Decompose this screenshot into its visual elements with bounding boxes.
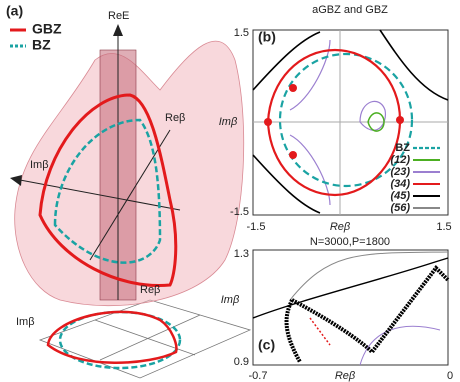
x-tick-label: -1.5 — [247, 221, 266, 233]
axis-label: Imβ — [16, 316, 35, 328]
y-axis-label: Imβ — [221, 294, 240, 306]
gbz-projection — [46, 310, 178, 364]
eigenvalue-points — [284, 264, 450, 363]
gbz-curve — [309, 317, 331, 346]
bz-projection — [58, 310, 182, 370]
panel-label: (b) — [258, 29, 276, 45]
arrow — [113, 24, 123, 36]
curve-45 — [379, 29, 449, 101]
legend-label: (23) — [390, 166, 410, 178]
re-axis — [89, 129, 171, 261]
gbz-loop — [38, 93, 178, 288]
marker — [264, 118, 272, 126]
x-tick-label: 1.5 — [436, 221, 451, 233]
panel-label: (a) — [6, 3, 23, 19]
legend-label: (45) — [390, 190, 410, 202]
curve-45 — [252, 154, 321, 214]
y-tick-label: 1.5 — [234, 27, 249, 39]
marker — [289, 84, 297, 92]
x-tick-label: -0.7 — [249, 370, 268, 382]
plot-frame — [252, 249, 449, 366]
legend-label: (56) — [390, 202, 410, 214]
y-tick-label: 0.9 — [234, 356, 249, 368]
axis-label: Imβ — [30, 159, 49, 171]
legend-label: (12) — [390, 154, 410, 166]
legend-label: GBZ — [32, 21, 62, 37]
x-axis-label: Reβ — [335, 370, 356, 382]
y-axis-label: Imβ — [219, 116, 238, 128]
panel-title: N=3000,P=1800 — [310, 236, 390, 248]
curve-23 — [289, 39, 331, 206]
y-tick-label: 1.3 — [234, 248, 249, 260]
marker — [289, 151, 297, 159]
marker — [396, 116, 404, 124]
x-tick-label: 0 — [447, 370, 453, 382]
curve-12 — [367, 112, 385, 132]
legend-label: BZ — [32, 37, 51, 53]
curve-23 — [359, 325, 441, 366]
legend-label: (34) — [390, 178, 410, 190]
curve-45 — [252, 31, 321, 91]
plane-grid — [94, 319, 196, 356]
y-tick-label: -1.5 — [230, 206, 249, 218]
axis-label: ReE — [108, 10, 129, 22]
arrow — [10, 175, 22, 186]
plane-grid — [99, 314, 201, 361]
panel-title: aGBZ and GBZ — [312, 4, 388, 16]
axis-label: Reβ — [140, 284, 160, 296]
panel-c: N=3000,P=1800 (c) 1.3 0.9 -0.7 0 Reβ Imβ — [221, 236, 453, 382]
curve-45 — [252, 257, 449, 319]
x-axis-label: Reβ — [330, 221, 351, 233]
panel-a: (a) GBZ BZ ReE Reβ Imβ Reβ Imβ — [6, 3, 252, 379]
curve-56 — [289, 251, 449, 301]
legend: BZ(12)(23)(34)(45)(56) — [390, 142, 440, 214]
axis-label: Reβ — [165, 112, 185, 124]
bz-loop — [53, 118, 162, 264]
legend-label: BZ — [395, 142, 410, 154]
bz-circle — [278, 52, 414, 188]
panel-label: (c) — [258, 337, 275, 353]
panel-b: aGBZ and GBZ (b) 1.5 -1.5 -1.5 1.5 Reβ I… — [219, 4, 452, 233]
